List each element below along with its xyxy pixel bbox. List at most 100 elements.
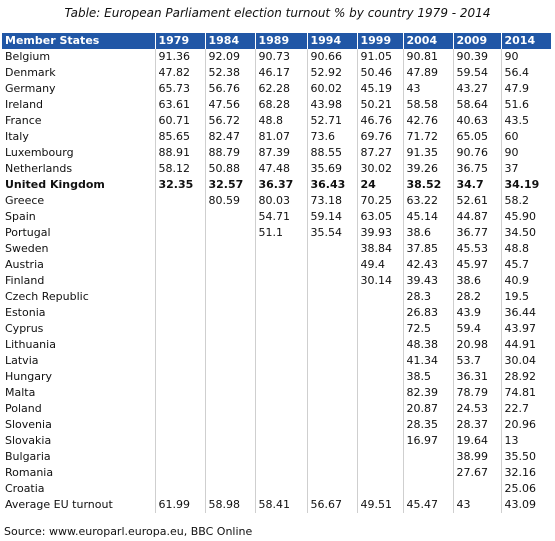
turnout-cell: 63.05 [356, 209, 403, 225]
table-row: Germany 65.73 56.76 62.28 60.02 45.19 43 43.27 4… [2, 81, 551, 97]
turnout-cell: 43 [402, 81, 453, 97]
turnout-cell [204, 209, 255, 225]
table-row: Spain 54.71 59.14 63.05 45.14 44.87 45.90 [2, 209, 551, 225]
turnout-cell [254, 449, 307, 465]
turnout-cell: 68.28 [254, 97, 307, 113]
turnout-cell: 72.5 [402, 321, 453, 337]
turnout-cell: 47.48 [254, 161, 307, 177]
turnout-cell [154, 337, 205, 353]
turnout-cell: 65.73 [154, 81, 205, 97]
turnout-cell [356, 289, 403, 305]
turnout-cell: 71.72 [402, 129, 453, 145]
turnout-cell: 48.8 [254, 113, 307, 129]
turnout-cell: 45.90 [500, 209, 551, 225]
turnout-cell: 32.16 [500, 465, 551, 481]
header-cell: 1984 [204, 33, 255, 49]
turnout-cell: 41.34 [402, 353, 453, 369]
turnout-cell: 20.98 [452, 337, 501, 353]
turnout-cell [356, 401, 403, 417]
turnout-cell: 91.36 [154, 49, 205, 65]
turnout-cell [306, 241, 357, 257]
turnout-cell [154, 241, 205, 257]
turnout-cell: 38.84 [356, 241, 403, 257]
turnout-cell [402, 449, 453, 465]
turnout-cell: 56.76 [204, 81, 255, 97]
turnout-cell: 20.87 [402, 401, 453, 417]
turnout-cell: 30.02 [356, 161, 403, 177]
turnout-cell: 32.35 [154, 177, 205, 193]
turnout-cell: 20.96 [500, 417, 551, 433]
country-cell: Germany [5, 82, 56, 95]
country-cell: Slovenia [5, 418, 52, 431]
turnout-cell: 43.9 [452, 305, 501, 321]
table-row: Romania 27.67 32.16 [2, 465, 551, 481]
turnout-cell [356, 465, 403, 481]
table-row: Latvia 41.34 53.7 30.04 [2, 353, 551, 369]
table-body: Belgium 91.36 92.09 90.73 90.66 91.05 90.81 90.… [2, 49, 551, 513]
turnout-cell [306, 257, 357, 273]
turnout-cell [254, 369, 307, 385]
turnout-cell: 56.67 [306, 497, 357, 513]
turnout-cell: 43.98 [306, 97, 357, 113]
turnout-cell: 36.31 [452, 369, 501, 385]
turnout-cell: 28.3 [402, 289, 453, 305]
turnout-cell: 56.72 [204, 113, 255, 129]
table-row: Austria 49.4 42.43 45.97 45.7 [2, 257, 551, 273]
turnout-cell [154, 305, 205, 321]
country-cell: Finland [5, 274, 45, 287]
turnout-cell [356, 433, 403, 449]
country-cell: Slovakia [5, 434, 52, 447]
turnout-cell: 25.06 [500, 481, 551, 497]
table-row: Lithuania 48.38 20.98 44.91 [2, 337, 551, 353]
turnout-cell: 36.43 [306, 177, 357, 193]
turnout-cell: 48.38 [402, 337, 453, 353]
country-cell: Estonia [5, 306, 46, 319]
turnout-cell: 35.50 [500, 449, 551, 465]
turnout-cell: 52.71 [306, 113, 357, 129]
turnout-cell: 38.5 [402, 369, 453, 385]
turnout-cell: 73.18 [306, 193, 357, 209]
turnout-cell [204, 289, 255, 305]
turnout-cell [254, 321, 307, 337]
country-cell: Italy [5, 130, 29, 143]
turnout-cell: 52.61 [452, 193, 501, 209]
turnout-cell: 24 [356, 177, 403, 193]
table-row: Luxembourg 88.91 88.79 87.39 88.55 87.27 91.35… [2, 145, 551, 161]
turnout-cell [306, 305, 357, 321]
turnout-cell [356, 417, 403, 433]
turnout-cell [254, 481, 307, 497]
turnout-cell [204, 417, 255, 433]
turnout-cell: 35.69 [306, 161, 357, 177]
country-cell: Lithuania [5, 338, 56, 351]
country-cell: Belgium [5, 50, 51, 63]
country-cell: Cyprus [5, 322, 44, 335]
turnout-cell: 43.27 [452, 81, 501, 97]
turnout-cell [204, 241, 255, 257]
turnout-cell: 47.82 [154, 65, 205, 81]
table-title: Table: European Parliament election turn… [64, 6, 491, 20]
turnout-cell: 60.02 [306, 81, 357, 97]
turnout-cell [154, 353, 205, 369]
turnout-cell: 16.97 [402, 433, 453, 449]
turnout-cell: 90 [500, 145, 551, 161]
table-row: Malta 82.39 78.79 74.81 [2, 385, 551, 401]
turnout-cell [154, 401, 205, 417]
turnout-cell: 54.71 [254, 209, 307, 225]
header-cell: 1979 [154, 33, 205, 49]
table-row: Belgium 91.36 92.09 90.73 90.66 91.05 90.81 90.… [2, 49, 551, 65]
turnout-cell [402, 465, 453, 481]
table-row: United Kingdom 32.35 32.57 36.37 36.43 24 38.5… [2, 177, 551, 193]
turnout-cell: 60.71 [154, 113, 205, 129]
turnout-cell [254, 385, 307, 401]
turnout-cell [154, 289, 205, 305]
turnout-cell [306, 289, 357, 305]
turnout-cell: 46.17 [254, 65, 307, 81]
turnout-cell [154, 433, 205, 449]
turnout-cell: 45.47 [402, 497, 453, 513]
turnout-cell: 90.39 [452, 49, 501, 65]
turnout-cell [204, 353, 255, 369]
country-cell: Hungary [5, 370, 52, 383]
table-row: Greece 80.59 80.03 73.18 70.25 63.22 52.61 58.2 [2, 193, 551, 209]
country-cell: Greece [5, 194, 45, 207]
table-row: Slovakia 16.97 19.64 13 [2, 433, 551, 449]
